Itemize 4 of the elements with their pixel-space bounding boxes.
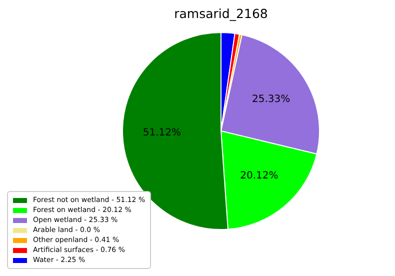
data-label: 20.12% [240, 170, 278, 182]
chart-title: ramsarid_2168 [173, 6, 269, 21]
data-label: 25.33% [252, 94, 290, 106]
data-label: 51.12% [142, 128, 182, 139]
